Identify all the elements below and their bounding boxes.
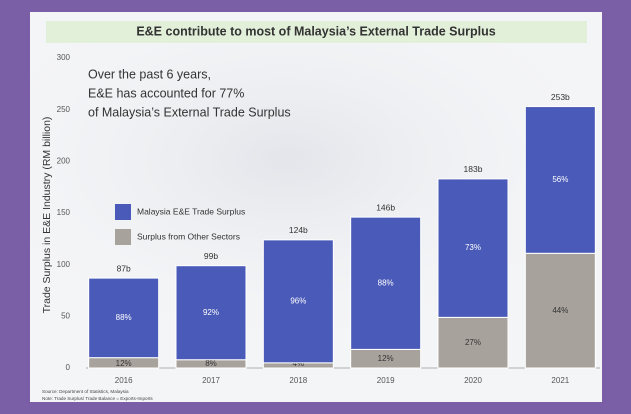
y-tick-label: 150 [57,208,71,217]
legend-label: Surplus from Other Sectors [137,231,240,241]
source-note: Note: Trade Surplus/ Trade Balance = Exp… [42,396,153,401]
y-axis-label: Trade Surplus in E&E Industry (RM billio… [41,117,53,314]
segment-label: 92% [203,308,219,317]
segment-label: 88% [116,313,132,322]
y-tick-label: 0 [66,363,71,372]
segment-label: 56% [552,175,568,184]
bar-segment [88,277,160,359]
segment-label: 12% [116,359,132,368]
bar-segment [437,178,509,318]
bar-segment [262,239,334,364]
total-label: 87b [117,263,131,273]
segment-label: 88% [378,278,394,287]
segment-label: 12% [378,354,394,363]
y-tick-label: 250 [57,105,71,114]
x-tick-label: 2021 [551,376,569,385]
total-label: 253b [551,92,570,102]
segment-label: 96% [290,296,306,305]
bar-segment [524,106,596,254]
y-tick-label: 300 [57,53,71,62]
segment-label: 27% [465,338,481,347]
segment-label: 4% [293,359,305,368]
chart-title: E&E contribute to most of Malaysia’s Ext… [136,24,495,38]
x-tick-label: 2018 [289,376,307,385]
x-tick-label: 2020 [464,376,482,385]
segment-label: 8% [205,359,217,368]
source-note: Source: Department of Statistics, Malays… [42,389,129,394]
segment-label: 73% [465,243,481,252]
total-label: 183b [464,164,483,174]
segment-label: 44% [552,306,568,315]
annotation-line: Over the past 6 years, [88,67,211,81]
legend-swatch [115,204,131,220]
x-tick-label: 2019 [377,376,395,385]
y-tick-label: 50 [61,311,70,320]
bar-segment [437,316,509,369]
total-label: 146b [376,202,395,212]
total-label: 124b [289,225,308,235]
x-tick-label: 2017 [202,376,220,385]
title-banner [46,21,587,43]
bar-segment [175,265,247,361]
y-tick-label: 100 [57,260,71,269]
legend-label: Malaysia E&E Trade Surplus [137,206,245,216]
bar-segment [350,216,422,350]
legend-swatch [115,229,131,245]
x-tick-label: 2016 [115,376,133,385]
annotation-line: of Malaysia’s External Trade Surplus [88,105,291,119]
annotation-line: E&E has accounted for 77% [88,86,244,100]
y-tick-label: 200 [57,156,71,165]
total-label: 99b [204,251,218,261]
